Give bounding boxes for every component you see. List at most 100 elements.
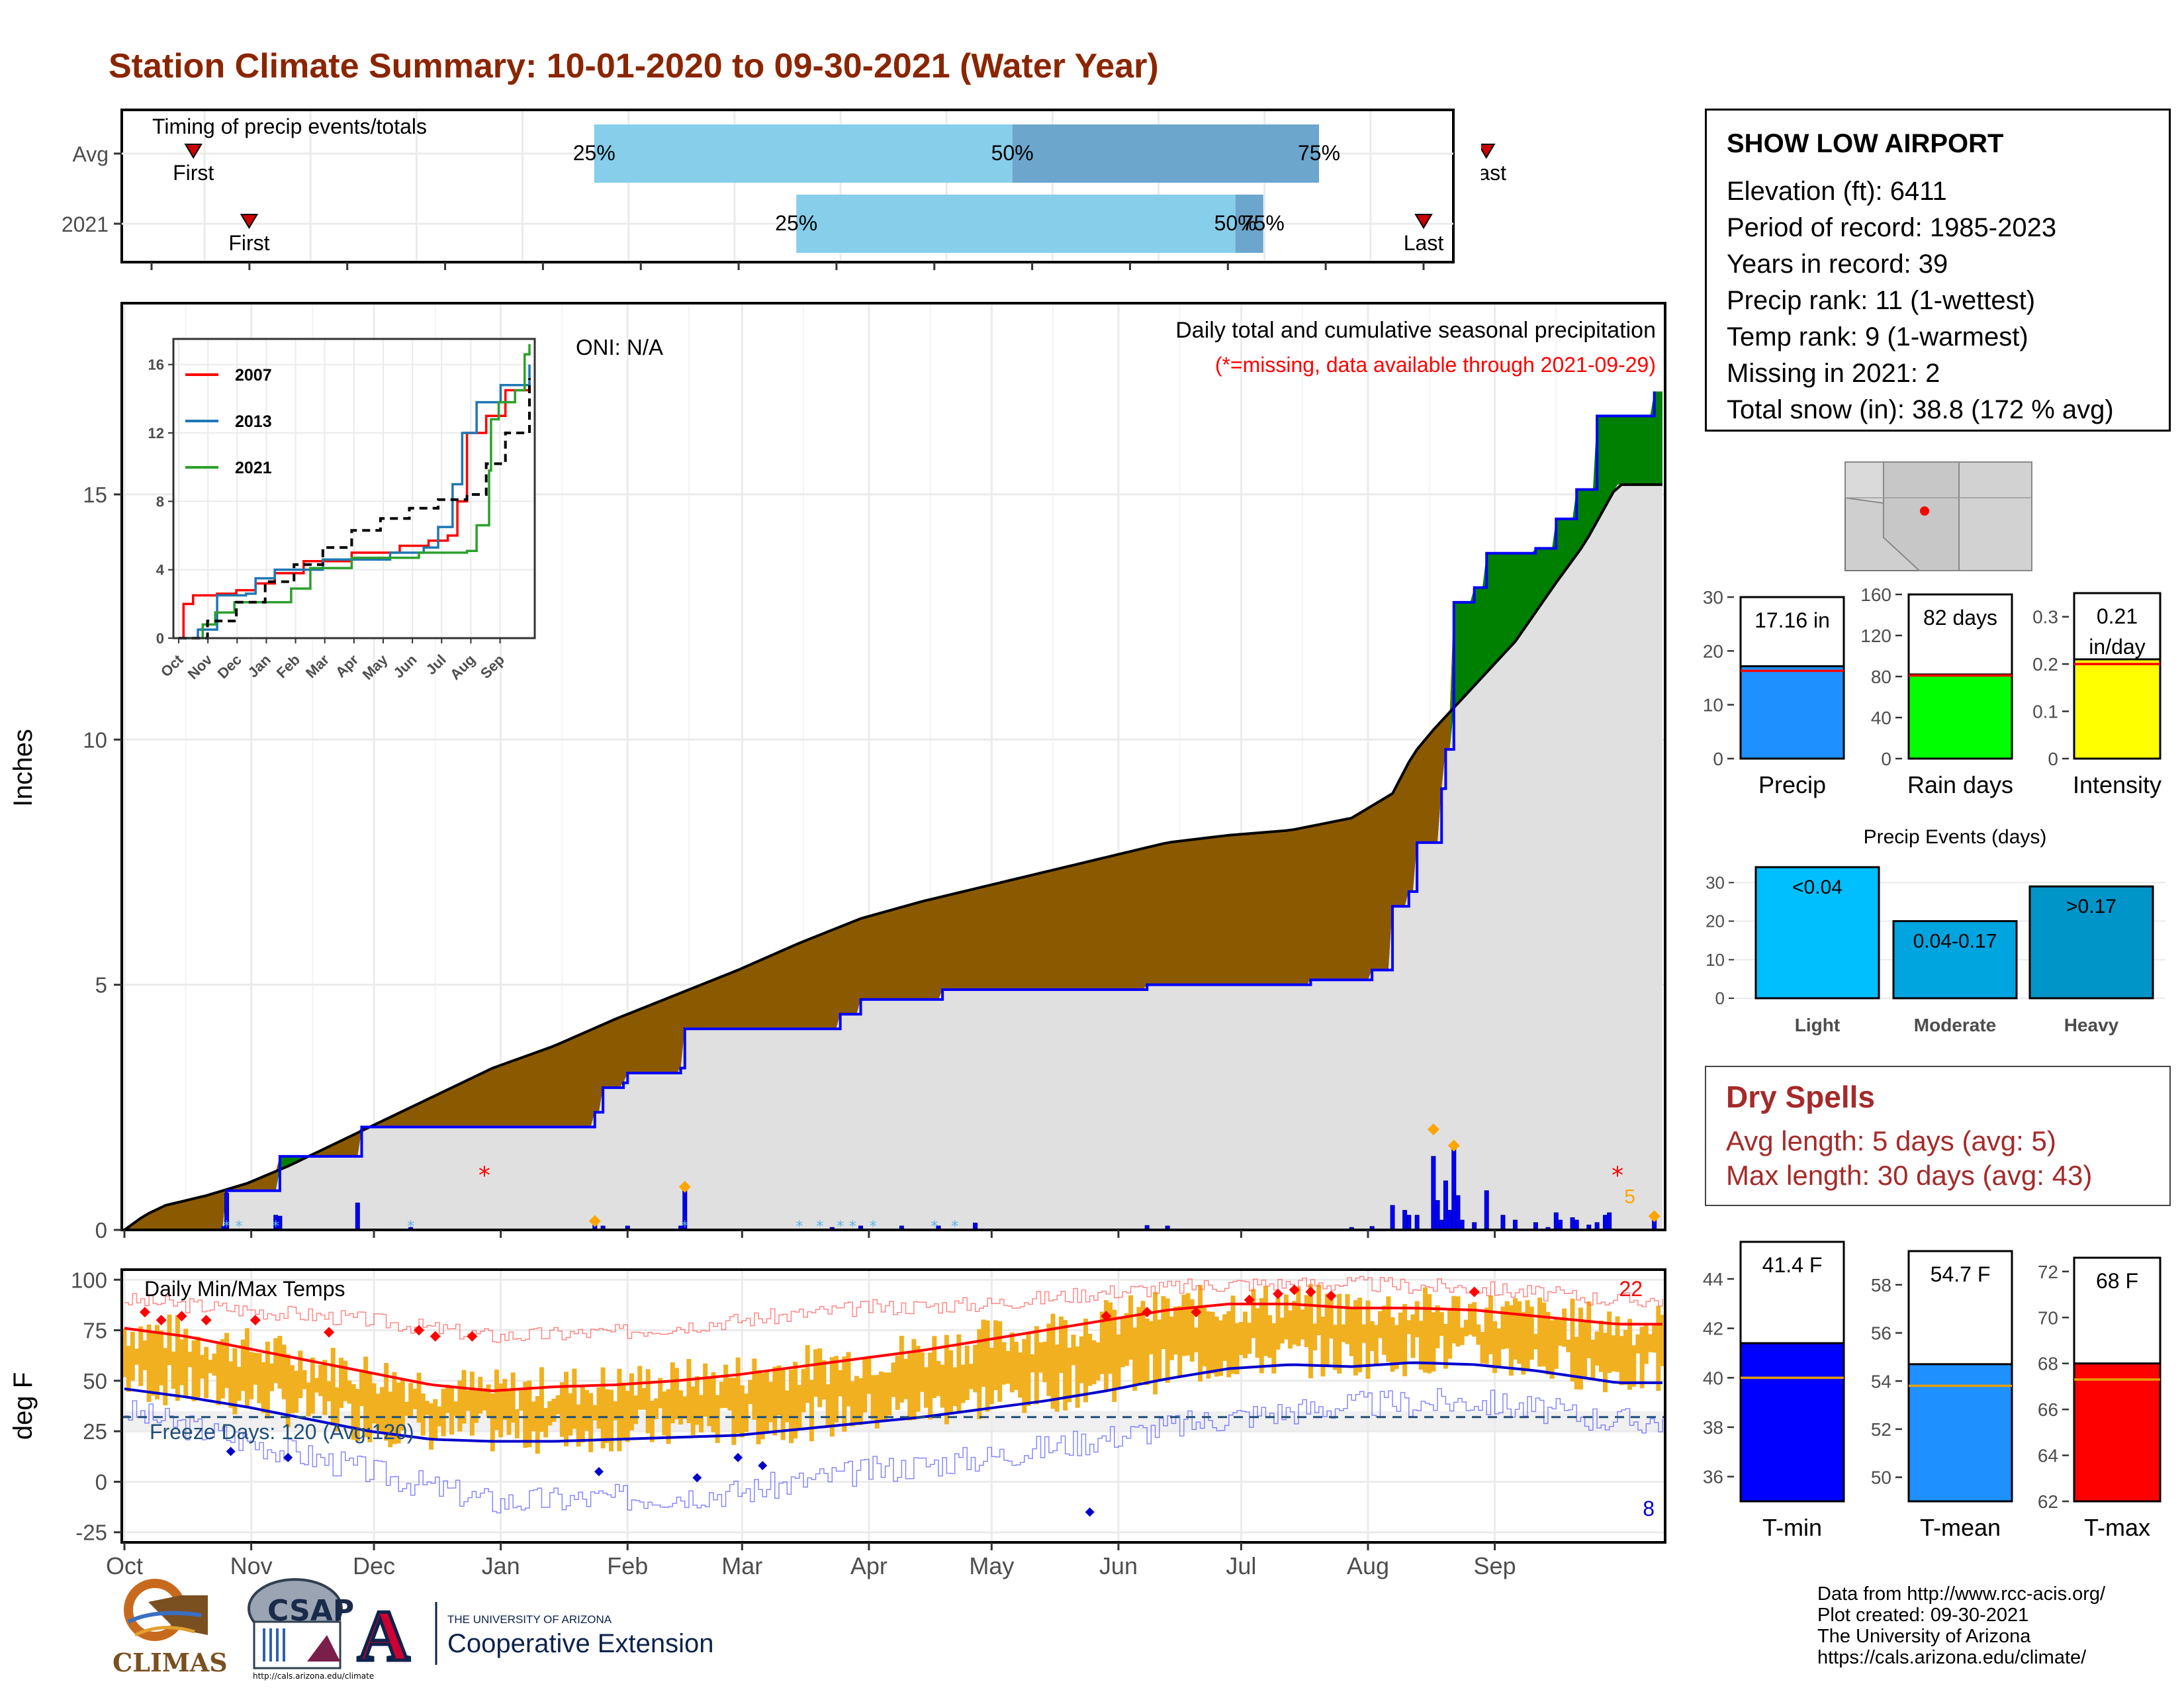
temp-daily-bar xyxy=(776,1365,782,1415)
temp-daily-bar xyxy=(551,1398,557,1422)
precip-daily-bar xyxy=(1553,1212,1559,1231)
precip-daily-bar xyxy=(1557,1219,1563,1231)
tmean-value-bar xyxy=(1907,1363,2013,1503)
temp-daily-bar xyxy=(580,1386,585,1443)
temp-daily-bar xyxy=(1136,1307,1142,1385)
temp-daily-bar xyxy=(719,1382,724,1409)
temp-daily-bar xyxy=(555,1395,561,1415)
temp-daily-bar xyxy=(1594,1331,1600,1366)
temp-record-high-marker xyxy=(139,1307,150,1318)
temp-daily-bar xyxy=(1042,1342,1048,1383)
station-total-snow: Total snow (in): 38.8 (172 % avg) xyxy=(1727,395,2114,424)
temp-daily-bar xyxy=(932,1336,937,1398)
timing-label-p75: 75% xyxy=(1242,211,1285,235)
temp-daily-bar xyxy=(367,1373,373,1442)
timing-bar-p25-p50 xyxy=(796,195,1236,253)
temp-daily-bar xyxy=(404,1401,409,1416)
temp-daily-bar xyxy=(429,1403,434,1450)
inset-series-line-2013 xyxy=(179,364,531,639)
temp-daily-bar xyxy=(1598,1320,1604,1372)
temp-daily-bar xyxy=(629,1373,634,1430)
temp-daily-bar xyxy=(1562,1308,1567,1347)
temp-daily-bar xyxy=(1148,1321,1154,1354)
temp-daily-bar xyxy=(1333,1325,1338,1370)
timing-row-label: 2021 xyxy=(62,212,109,236)
missing-mark-icon: * xyxy=(1612,1162,1623,1190)
temp-daily-bar xyxy=(506,1389,512,1435)
temp-daily-bar xyxy=(1013,1342,1019,1390)
temp-daily-bar xyxy=(322,1360,328,1415)
temp-daily-bar xyxy=(384,1363,389,1441)
temp-daily-bar xyxy=(1508,1305,1514,1376)
temp-daily-bar xyxy=(1512,1298,1518,1360)
timing-label-p75: 75% xyxy=(1298,141,1340,165)
temp-daily-bar xyxy=(625,1391,630,1442)
temp-daily-bar xyxy=(298,1350,303,1399)
temp-daily-bar xyxy=(433,1399,438,1440)
temp-daily-bar xyxy=(343,1360,348,1401)
temp-daily-bar xyxy=(461,1370,467,1424)
temp-daily-bar xyxy=(1390,1317,1395,1372)
temp-x-tick-label: Sep xyxy=(1474,1552,1516,1579)
temp-daily-bar xyxy=(1153,1291,1158,1395)
temp-daily-bar xyxy=(1476,1324,1481,1345)
temp-frame xyxy=(120,1268,1666,1544)
temp-daily-bar xyxy=(1185,1293,1191,1356)
temp-daily-bar xyxy=(1063,1320,1068,1411)
temp-daily-bar xyxy=(825,1384,831,1427)
temp-daily-bar xyxy=(1161,1295,1166,1350)
intensity-value-bar xyxy=(2073,658,2161,760)
temp-daily-bar xyxy=(371,1383,377,1424)
temp-daily-bar xyxy=(527,1380,532,1448)
temp-daily-bar xyxy=(1353,1300,1358,1376)
temp-daily-bar xyxy=(919,1352,925,1392)
precip-daily-bar xyxy=(1500,1215,1506,1231)
precip-daily-bar xyxy=(1607,1212,1612,1231)
temp-y-tick-label: 25 xyxy=(83,1419,107,1444)
temp-daily-bar xyxy=(1288,1310,1293,1349)
temp-daily-bar xyxy=(449,1385,454,1435)
temp-daily-bar xyxy=(1157,1319,1162,1380)
tmax-label: T-max xyxy=(2084,1514,2150,1541)
temp-daily-bar xyxy=(756,1370,761,1444)
temp-record-low-count: 8 xyxy=(1643,1497,1655,1521)
temp-daily-bar xyxy=(838,1370,843,1397)
temp-daily-bar xyxy=(1296,1286,1301,1346)
temp-daily-bar xyxy=(895,1355,900,1410)
temp-daily-bar xyxy=(1210,1311,1215,1374)
temp-daily-bar xyxy=(1324,1293,1330,1367)
inset-legend-label: 2021 xyxy=(235,459,272,477)
temp-daily-bar xyxy=(1443,1323,1448,1369)
temp-daily-bar xyxy=(1553,1318,1559,1369)
precip-daily-bar xyxy=(1451,1146,1457,1231)
intensity-value-label-1: 0.21 xyxy=(2097,604,2138,628)
station-info-panel: SHOW LOW AIRPORT Elevation (ft): 6411 Pe… xyxy=(1705,109,2171,432)
temp-daily-bar xyxy=(682,1396,688,1419)
temp-record-high-marker xyxy=(1305,1286,1316,1297)
temp-daily-bar xyxy=(531,1401,536,1432)
temp-daily-bar xyxy=(232,1348,238,1415)
temp-daily-bar xyxy=(253,1352,258,1385)
temp-daily-bar xyxy=(1283,1294,1289,1340)
temp-daily-bar xyxy=(334,1387,340,1432)
rain_days-label: Rain days xyxy=(1907,771,2013,798)
temp-daily-bar xyxy=(175,1315,180,1401)
temp-daily-bar xyxy=(453,1401,459,1417)
dry-spells-max: Max length: 30 days (avg: 43) xyxy=(1726,1160,2093,1191)
temp-daily-bar xyxy=(1611,1335,1616,1372)
temp-daily-bar xyxy=(1582,1322,1588,1379)
events-title: Precip Events (days) xyxy=(1864,826,2047,848)
tmin-value-bar xyxy=(1739,1342,1845,1503)
temp-daily-bar xyxy=(486,1384,491,1418)
temp-daily-bar xyxy=(285,1354,291,1428)
temp-daily-bar xyxy=(854,1376,859,1423)
intensity-label: Intensity xyxy=(2073,771,2161,798)
temp-daily-bar xyxy=(1234,1323,1240,1375)
temp-daily-bar xyxy=(1521,1311,1526,1375)
temp-daily-bar xyxy=(1549,1320,1555,1379)
temp-daily-bar xyxy=(887,1372,892,1416)
precip-daily-bar xyxy=(1570,1217,1575,1231)
temp-daily-bar xyxy=(510,1372,516,1423)
temp-daily-bar xyxy=(637,1366,643,1410)
temp-daily-bar xyxy=(1418,1321,1424,1370)
